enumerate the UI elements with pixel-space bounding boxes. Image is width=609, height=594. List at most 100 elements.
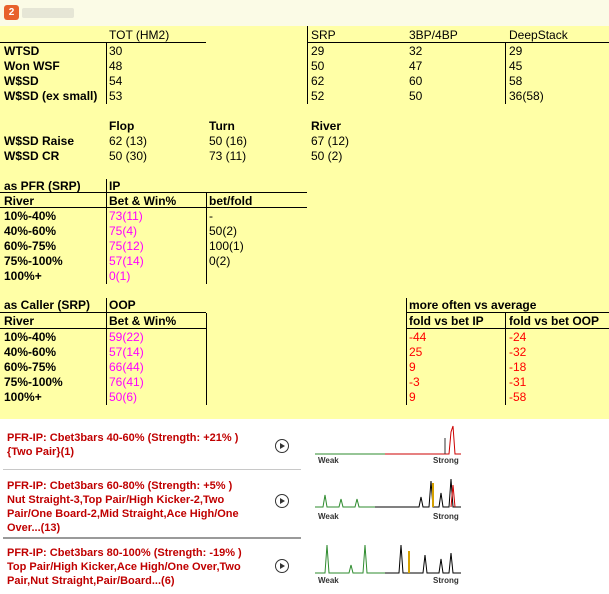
row-label-wssd: W$SD bbox=[4, 74, 39, 88]
divider bbox=[106, 179, 107, 284]
divider bbox=[406, 298, 407, 405]
row-label-wssd-ex-small: W$SD (ex small) bbox=[4, 89, 98, 103]
caller-betwin-value[interactable]: 66(44) bbox=[109, 360, 144, 374]
fold-oop-value: -31 bbox=[509, 375, 527, 389]
pfr-col-betwin: Bet & Win% bbox=[109, 194, 177, 208]
deep-value: 58 bbox=[509, 74, 523, 88]
turn-value: 50 (16) bbox=[209, 134, 248, 148]
strong-label: Strong bbox=[433, 576, 459, 585]
more-often-title: more often vs average bbox=[409, 298, 537, 312]
caller-row-label: 60%-75% bbox=[4, 360, 57, 374]
blurred-title bbox=[22, 8, 74, 18]
fold-oop-value: -24 bbox=[509, 330, 527, 344]
row-label-wtsd: WTSD bbox=[4, 44, 40, 58]
divider bbox=[3, 537, 301, 539]
play-icon[interactable] bbox=[275, 494, 289, 508]
divider bbox=[106, 298, 107, 405]
flop-value: 50 (30) bbox=[109, 149, 148, 163]
hud-item-hands: {Two Pair}(1) bbox=[7, 446, 75, 458]
caller-col-betwin: Bet & Win% bbox=[109, 314, 177, 328]
strength-sparkline bbox=[315, 425, 461, 455]
caller-betwin-value[interactable]: 76(41) bbox=[109, 375, 144, 389]
hud-item-title: PFR-IP: Cbet3bars 80-100% (Strength: -19… bbox=[7, 547, 242, 559]
pfr-col-betfold: bet/fold bbox=[209, 194, 253, 208]
fold-ip-value: -44 bbox=[409, 330, 427, 344]
hud-item-hands: Top Pair/High Kicker,Ace High/One Over,T… bbox=[7, 561, 241, 573]
tot-value: 30 bbox=[109, 44, 123, 58]
tot-value: 48 bbox=[109, 59, 123, 73]
strong-label: Strong bbox=[433, 456, 459, 465]
col-fold-vs-bet-ip: fold vs bet IP bbox=[409, 314, 484, 328]
fold-ip-value: 9 bbox=[409, 390, 416, 404]
col-fold-vs-bet-oop: fold vs bet OOP bbox=[509, 314, 600, 328]
divider bbox=[0, 42, 206, 43]
divider bbox=[0, 328, 206, 329]
divider bbox=[406, 328, 609, 329]
pfr-betwin-value[interactable]: 75(12) bbox=[109, 239, 144, 253]
title-bar: 2 bbox=[0, 0, 609, 26]
fold-oop-value: -32 bbox=[509, 345, 527, 359]
caller-betwin-value[interactable]: 50(6) bbox=[109, 390, 138, 404]
pfr-position: IP bbox=[109, 179, 121, 193]
hud-item[interactable]: PFR-IP: Cbet3bars 60-80% (Strength: +5% … bbox=[0, 470, 609, 537]
play-icon[interactable] bbox=[275, 439, 289, 453]
caller-col-river: River bbox=[4, 314, 35, 328]
srp-value: 29 bbox=[311, 44, 325, 58]
divider bbox=[406, 312, 609, 313]
pfr-row-label: 40%-60% bbox=[4, 224, 57, 238]
pfr-title: as PFR (SRP) bbox=[4, 179, 81, 193]
fold-ip-value: -3 bbox=[409, 375, 420, 389]
pfr-betwin-value[interactable]: 75(4) bbox=[109, 224, 138, 238]
srp-value: 50 bbox=[311, 59, 325, 73]
deep-value: 45 bbox=[509, 59, 523, 73]
flop-header: Flop bbox=[109, 119, 135, 133]
srp-value: 52 bbox=[311, 89, 325, 103]
pfr-betfold-value: - bbox=[209, 209, 213, 223]
row-label-wssd-raise: W$SD Raise bbox=[4, 134, 75, 148]
pfr-betfold-value: 50(2) bbox=[209, 224, 238, 238]
pfr-row-label: 60%-75% bbox=[4, 239, 57, 253]
weak-label: Weak bbox=[318, 456, 339, 465]
bp-value: 50 bbox=[409, 89, 423, 103]
divider bbox=[0, 207, 307, 208]
tot-header: TOT (HM2) bbox=[109, 28, 170, 42]
weak-label: Weak bbox=[318, 576, 339, 585]
pfr-row-label: 100%+ bbox=[4, 269, 42, 283]
pfr-betwin-value[interactable]: 57(14) bbox=[109, 254, 144, 268]
play-icon[interactable] bbox=[275, 559, 289, 573]
pfr-betwin-value[interactable]: 73(11) bbox=[109, 209, 143, 223]
app-logo-icon[interactable]: 2 bbox=[4, 5, 19, 20]
hud-item[interactable]: PFR-IP: Cbet3bars 40-60% (Strength: +21%… bbox=[0, 419, 609, 469]
hud-item-title: PFR-IP: Cbet3bars 40-60% (Strength: +21%… bbox=[7, 432, 239, 444]
pfr-betfold-value: 0(2) bbox=[209, 254, 231, 268]
tot-value: 54 bbox=[109, 74, 123, 88]
caller-betwin-value[interactable]: 57(14) bbox=[109, 345, 144, 359]
caller-row-label: 40%-60% bbox=[4, 345, 57, 359]
fold-oop-value: -58 bbox=[509, 390, 527, 404]
divider bbox=[206, 193, 207, 284]
divider bbox=[206, 313, 207, 405]
deep-value: 29 bbox=[509, 44, 523, 58]
stats-panel: TOT (HM2) SRP 3BP/4BP DeepStack WTSD 30 … bbox=[0, 26, 609, 419]
row-label-wssd-cr: W$SD CR bbox=[4, 149, 60, 163]
caller-row-label: 10%-40% bbox=[4, 330, 57, 344]
caller-title: as Caller (SRP) bbox=[4, 298, 91, 312]
pfr-col-river: River bbox=[4, 194, 35, 208]
caller-row-label: 75%-100% bbox=[4, 375, 63, 389]
pfr-betwin-value[interactable]: 0(1) bbox=[109, 269, 131, 283]
pfr-row-label: 75%-100% bbox=[4, 254, 63, 268]
caller-position: OOP bbox=[109, 298, 136, 312]
hud-item[interactable]: PFR-IP: Cbet3bars 80-100% (Strength: -19… bbox=[0, 539, 609, 594]
pfr-row-label: 10%-40% bbox=[4, 209, 57, 223]
caller-betwin-value[interactable]: 59(22) bbox=[109, 330, 144, 344]
divider bbox=[106, 43, 107, 104]
deepstack-header: DeepStack bbox=[509, 28, 568, 42]
bp-value: 60 bbox=[409, 74, 423, 88]
divider bbox=[307, 26, 308, 104]
tot-value: 53 bbox=[109, 89, 123, 103]
hud-item-hands: Pair/One Board-2,Mid Straight,Ace High/O… bbox=[7, 508, 239, 520]
divider bbox=[307, 42, 609, 43]
srp-value: 62 bbox=[311, 74, 325, 88]
river-header: River bbox=[311, 119, 342, 133]
flop-value: 62 (13) bbox=[109, 134, 148, 148]
